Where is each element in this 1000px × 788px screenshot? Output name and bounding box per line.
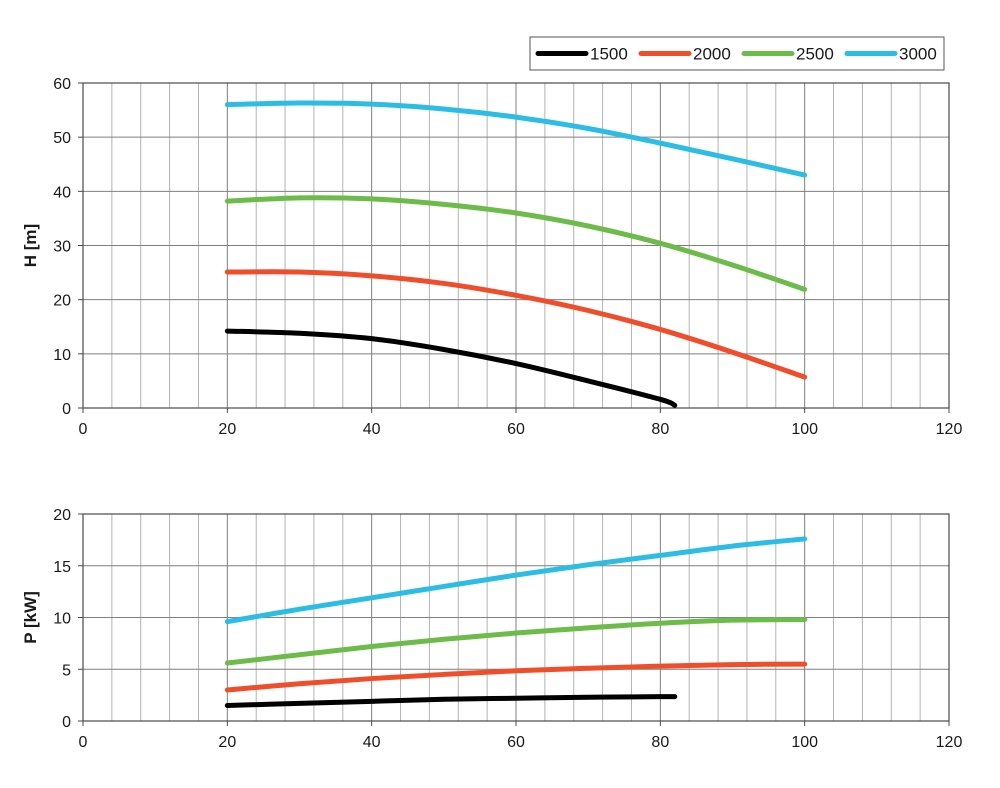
power-y-tick-label: 5: [62, 662, 71, 679]
power-series-line-3000: [224, 536, 808, 625]
head-series-line-2500: [224, 195, 808, 292]
power-y-tick-label: 15: [53, 559, 71, 576]
head-series-line-2000: [224, 269, 808, 380]
head-x-tick-label: 20: [218, 421, 236, 438]
power-series: [224, 536, 808, 708]
head-y-tick-label: 60: [53, 76, 71, 93]
legend: 1500 2000 2500 3000: [529, 36, 945, 71]
head-chart: 0 20 40 60 80 100 120 0 10 20 30 40 50 60 H [m]: [21, 76, 962, 438]
head-y-tick-label: 50: [53, 130, 71, 147]
power-gridlines: [83, 514, 949, 721]
head-x-tick-label: 80: [651, 421, 669, 438]
power-y-tick-label: 10: [53, 611, 71, 628]
head-series: [224, 100, 808, 408]
head-y-axis-label: H [m]: [21, 224, 40, 267]
head-x-tick-label: 0: [79, 421, 88, 438]
head-x-tick-label: 40: [363, 421, 381, 438]
power-x-tick-label: 80: [651, 734, 669, 751]
power-chart: 0 20 40 60 80 100 120 0 5 10 15 20 P [kW]: [21, 507, 962, 751]
head-x-tick-label: 100: [791, 421, 818, 438]
head-y-tick-label: 20: [53, 293, 71, 310]
power-series-line-2000: [224, 661, 808, 693]
legend-label-2500: 2500: [796, 45, 834, 64]
head-series-line-1500: [224, 328, 678, 408]
power-y-tick-label: 0: [62, 714, 71, 731]
power-x-tick-label: 120: [936, 734, 963, 751]
head-y-tick-label: 10: [53, 347, 71, 364]
head-x-tick-label: 60: [507, 421, 525, 438]
power-y-tick-label: 20: [53, 507, 71, 524]
head-y-tick-label: 40: [53, 184, 71, 201]
legend-label-3000: 3000: [899, 45, 937, 64]
power-series-line-1500: [224, 694, 678, 708]
power-x-tick-label: 20: [218, 734, 236, 751]
power-x-tick-label: 0: [79, 734, 88, 751]
legend-label-2000: 2000: [693, 45, 731, 64]
head-x-tick-label: 120: [936, 421, 963, 438]
power-x-tick-label: 100: [791, 734, 818, 751]
power-series-line-2500: [224, 617, 808, 666]
power-x-tick-label: 60: [507, 734, 525, 751]
power-x-tick-label: 40: [363, 734, 381, 751]
head-y-tick-label: 30: [53, 239, 71, 256]
head-gridlines: [83, 83, 949, 408]
head-series-line-3000: [224, 100, 808, 178]
head-y-tick-label: 0: [62, 401, 71, 418]
power-ticks: 0 20 40 60 80 100 120 0 5 10 15 20: [53, 507, 962, 751]
legend-label-1500: 1500: [590, 45, 628, 64]
head-ticks: 0 20 40 60 80 100 120 0 10 20 30 40 50 60: [53, 76, 962, 438]
power-y-axis-label: P [kW]: [21, 591, 40, 644]
